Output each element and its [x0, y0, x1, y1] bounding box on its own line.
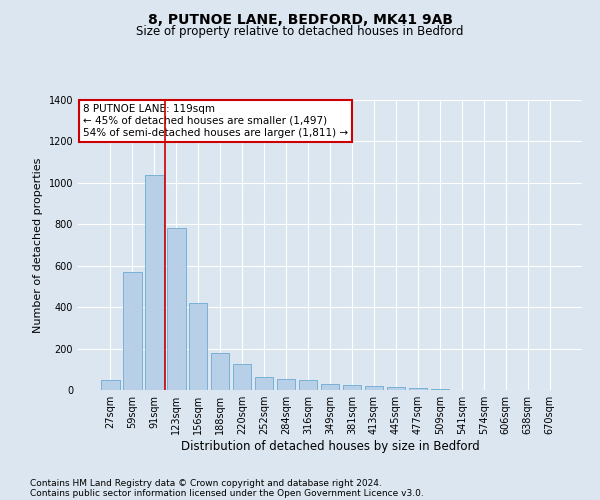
Bar — [145, 174, 164, 390]
Bar — [233, 364, 251, 390]
Bar — [277, 378, 295, 390]
Y-axis label: Number of detached properties: Number of detached properties — [33, 158, 43, 332]
Bar — [386, 387, 405, 390]
Bar — [123, 272, 142, 390]
Bar — [211, 352, 229, 390]
Text: Contains HM Land Registry data © Crown copyright and database right 2024.: Contains HM Land Registry data © Crown c… — [30, 478, 382, 488]
Bar — [409, 388, 427, 390]
Bar — [320, 384, 340, 390]
Bar — [167, 228, 185, 390]
Text: Contains public sector information licensed under the Open Government Licence v3: Contains public sector information licen… — [30, 488, 424, 498]
Bar — [343, 385, 361, 390]
Text: Size of property relative to detached houses in Bedford: Size of property relative to detached ho… — [136, 25, 464, 38]
Bar — [299, 380, 317, 390]
X-axis label: Distribution of detached houses by size in Bedford: Distribution of detached houses by size … — [181, 440, 479, 453]
Bar — [101, 380, 119, 390]
Text: 8, PUTNOE LANE, BEDFORD, MK41 9AB: 8, PUTNOE LANE, BEDFORD, MK41 9AB — [148, 12, 452, 26]
Bar — [365, 386, 383, 390]
Bar — [189, 303, 208, 390]
Text: 8 PUTNOE LANE: 119sqm
← 45% of detached houses are smaller (1,497)
54% of semi-d: 8 PUTNOE LANE: 119sqm ← 45% of detached … — [83, 104, 348, 138]
Bar — [255, 376, 274, 390]
